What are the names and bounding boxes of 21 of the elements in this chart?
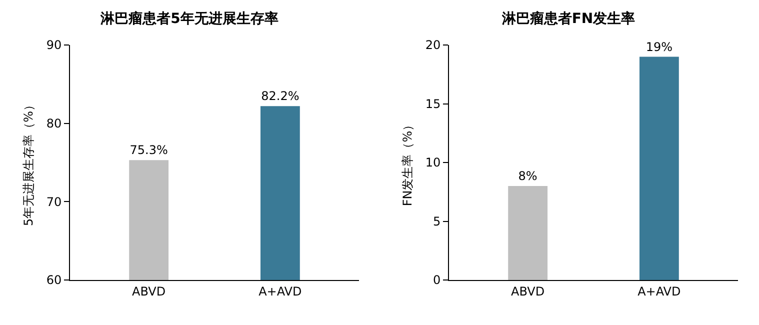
data-label: 8% — [518, 169, 538, 183]
data-label: 82.2% — [261, 89, 300, 104]
chart-title: 淋巴瘤患者FN发生率 — [500, 10, 636, 27]
x-tick-label: ABVD — [132, 284, 166, 298]
data-label: 75.3% — [130, 143, 168, 158]
data-label: 19% — [646, 40, 673, 54]
y-tick-label: 80 — [46, 116, 62, 131]
y-tick-label: 90 — [46, 38, 62, 52]
y-tick-label: 5 — [432, 214, 441, 228]
chart-title: 淋巴瘤患者5年无进展生存率 — [100, 10, 278, 27]
y-tick-label: 10 — [425, 156, 441, 170]
y-axis-title: FN发生率（%） — [400, 118, 415, 206]
y-tick-label: 15 — [425, 96, 441, 111]
y-tick-label: 0 — [432, 273, 441, 288]
y-tick-label: 20 — [425, 38, 441, 52]
x-tick-label: ABVD — [511, 284, 545, 298]
y-tick-label: 60 — [46, 273, 62, 288]
y-tick-label: 70 — [46, 194, 62, 209]
y-axis-title: 5年无进展生存率（%） — [22, 98, 36, 226]
x-tick-label: A+AVD — [638, 284, 681, 298]
x-tick-label: A+AVD — [258, 284, 302, 298]
